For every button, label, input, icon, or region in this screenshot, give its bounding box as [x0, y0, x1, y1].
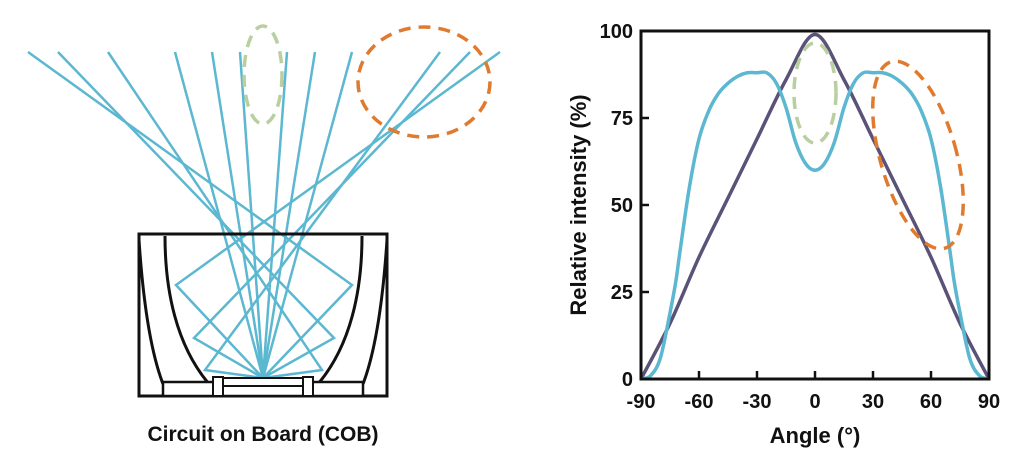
y-axis-ticks: 0 25 50 75 100: [600, 21, 649, 391]
series-line-1: [639, 32, 991, 380]
reflector-inner-left: [163, 235, 211, 385]
led-chip: [222, 377, 304, 387]
reflector-outer-left: [137, 239, 165, 385]
series-line-2: [640, 70, 990, 381]
x-tick-label: 0: [809, 391, 820, 413]
reflector-inner-right: [316, 235, 364, 385]
chart-center-dip-highlight: [792, 41, 838, 145]
chip-pad-right: [302, 376, 314, 397]
center-dip-highlight: [242, 24, 284, 126]
reflected-light-ray: [57, 51, 337, 380]
reflected-light-ray: [191, 51, 471, 380]
y-tick-label: 75: [611, 108, 633, 130]
light-ray: [261, 51, 317, 379]
side-lobe-highlight: [356, 25, 492, 139]
x-tick-label: 30: [862, 391, 884, 413]
series-layer: [639, 32, 991, 381]
cob-diagram: Circuit on Board (COB): [27, 24, 501, 446]
x-axis-label: Angle (°): [770, 423, 861, 448]
x-tick-label: -60: [685, 391, 714, 413]
intensity-chart: -90 -60 -30 0 30 60 90 0 25 50 75 100 Angle (°) Re…: [566, 21, 1000, 448]
chip-pad-left: [212, 376, 224, 397]
x-tick-label: -90: [627, 391, 656, 413]
y-tick-label: 25: [611, 282, 633, 304]
light-ray: [210, 51, 265, 379]
plot-frame: [639, 29, 991, 381]
y-tick-label: 100: [600, 21, 633, 43]
reflected-light-ray: [202, 51, 442, 380]
y-tick-label: 50: [611, 195, 633, 217]
light-ray: [261, 51, 354, 379]
diagram-caption: Circuit on Board (COB): [148, 423, 379, 446]
reflector-outer-right: [361, 239, 389, 385]
x-tick-label: -30: [743, 391, 772, 413]
light-rays: [27, 50, 501, 380]
reflected-light-ray: [27, 50, 354, 379]
light-ray: [238, 51, 265, 379]
reflected-light-ray: [106, 51, 325, 380]
chart-side-lobe-highlight: [870, 59, 966, 251]
y-tick-label: 0: [622, 369, 633, 391]
x-tick-label: 60: [920, 391, 942, 413]
x-tick-label: 90: [978, 391, 1000, 413]
y-axis-label: Relative intensity (%): [566, 94, 591, 315]
x-axis-ticks: -90 -60 -30 0 30 60 90: [627, 371, 1000, 413]
